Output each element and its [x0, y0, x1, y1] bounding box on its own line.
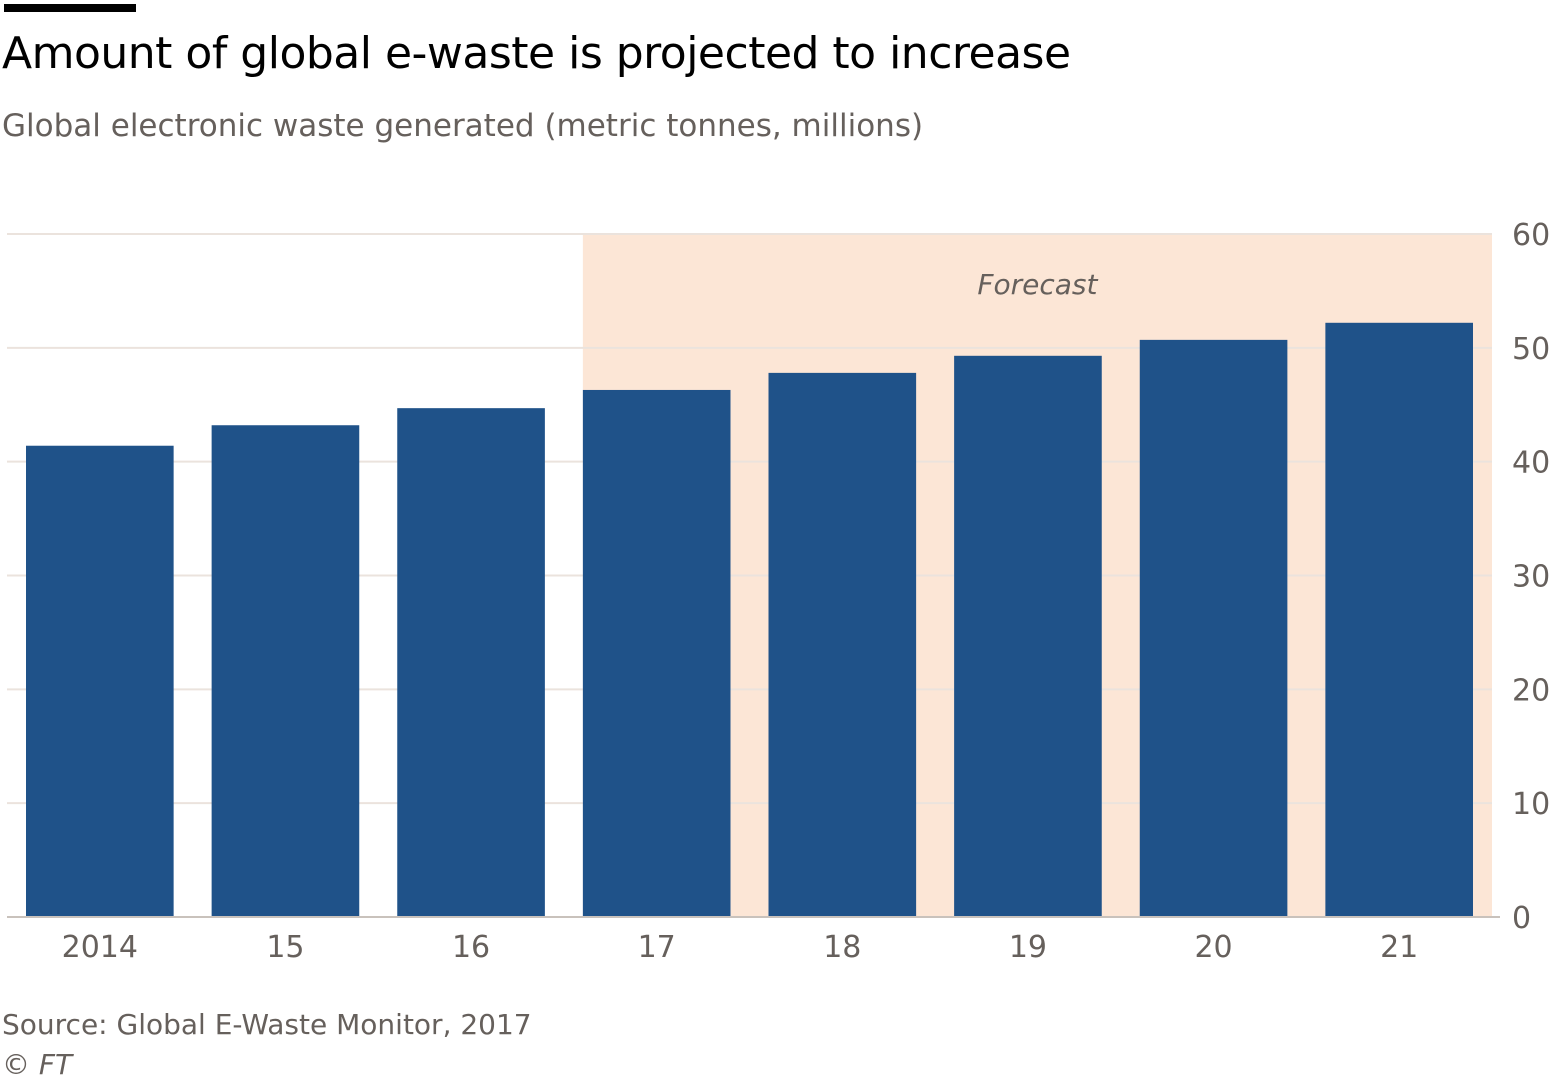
y-tick-label-40: 40 [1512, 446, 1550, 481]
x-tick-label-18: 18 [823, 930, 861, 965]
bar-21 [1325, 322, 1473, 917]
bar-19 [954, 355, 1102, 918]
bars [26, 322, 1473, 918]
y-tick-label-0: 0 [1512, 901, 1531, 936]
bar-20 [1139, 339, 1288, 917]
header-accent-bar [4, 4, 136, 12]
chart-subtitle: Global electronic waste generated (metri… [2, 108, 924, 144]
bar-16 [397, 408, 545, 917]
bar-18 [768, 372, 917, 917]
y-tick-label-60: 60 [1512, 218, 1550, 253]
forecast-label: Forecast [977, 268, 1098, 301]
bar-15 [211, 425, 360, 917]
x-tick-label-2014: 2014 [62, 930, 138, 965]
x-tick-label-21: 21 [1380, 930, 1418, 965]
source-note: Source: Global E-Waste Monitor, 2017 [2, 1008, 532, 1041]
x-tick-label-17: 17 [638, 930, 676, 965]
y-tick-label-30: 30 [1512, 560, 1550, 595]
y-tick-label-20: 20 [1512, 673, 1550, 708]
x-tick-label-19: 19 [1009, 930, 1047, 965]
copyright-credit: © FT [2, 1048, 73, 1081]
y-tick-label-50: 50 [1512, 332, 1550, 367]
y-tick-label-10: 10 [1512, 787, 1550, 822]
x-tick-label-20: 20 [1194, 930, 1232, 965]
bar-chart: Forecast 0 10 20 30 40 50 60 2014 15 16 17 18 19 20 21 [7, 218, 1550, 965]
chart-title: Amount of global e-waste is projected to… [2, 28, 1071, 79]
bar-2014 [26, 445, 174, 917]
x-tick-label-15: 15 [266, 930, 304, 965]
bar-17 [582, 389, 731, 917]
axes: 0 10 20 30 40 50 60 2014 15 16 17 18 19 20 21 [7, 218, 1550, 965]
x-tick-label-16: 16 [452, 930, 490, 965]
